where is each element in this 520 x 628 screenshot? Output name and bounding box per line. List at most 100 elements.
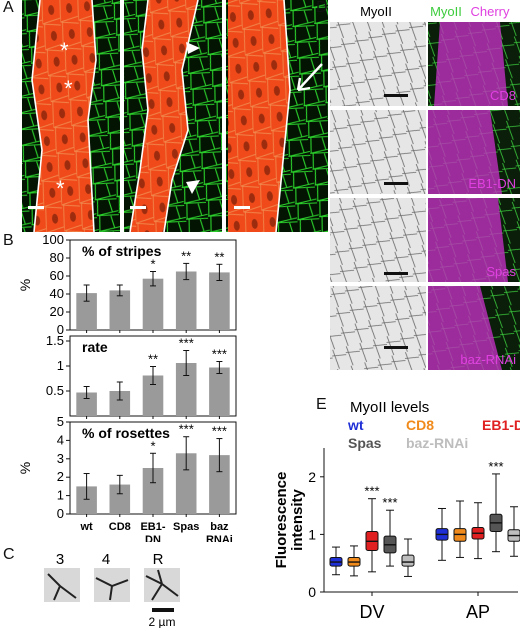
- x-tick-label: RNAi: [206, 534, 233, 542]
- arrowhead-icon: [186, 180, 200, 194]
- significance-mark: ***: [212, 347, 227, 362]
- legend-entry: Spas: [348, 435, 382, 451]
- stage-label-4: 4: [102, 551, 110, 568]
- chart-title: MyoII levels: [350, 400, 429, 416]
- panel-b-label: B: [3, 232, 14, 249]
- bar: [109, 290, 131, 330]
- y-tick-label: 4: [57, 432, 64, 447]
- y-tick-label: 1: [57, 358, 64, 373]
- x-tick-label: baz: [210, 521, 229, 533]
- arrowhead-icon: [186, 42, 200, 54]
- x-tick-label: Spas: [173, 521, 199, 533]
- y-tick-label: 2: [57, 469, 64, 484]
- scale-bar: [384, 182, 408, 185]
- bar: [209, 455, 230, 514]
- y-tick-label: 40: [50, 286, 64, 301]
- y-tick-label: 2: [308, 469, 316, 485]
- panel-a-label: A: [3, 0, 14, 16]
- y-tick-label: 80: [50, 250, 64, 265]
- significance-mark: **: [214, 249, 224, 264]
- y-axis-label: %: [17, 462, 33, 474]
- legend-entry: baz-RNAi: [406, 435, 468, 451]
- scale-label: 2 µm: [149, 615, 176, 628]
- bar: [76, 486, 97, 514]
- row-label-eb1-dn: EB1-DN: [468, 176, 516, 191]
- scale-bar: [384, 272, 408, 275]
- box: [401, 554, 415, 567]
- significance-mark: *: [150, 257, 155, 272]
- bar: [142, 468, 164, 514]
- significance-mark: ***: [212, 424, 227, 439]
- y-axis-label: Fluorescence: [273, 472, 290, 569]
- asterisk-3: *: [56, 176, 65, 201]
- subplot-title: rate: [82, 339, 108, 355]
- significance-mark: ***: [364, 484, 379, 499]
- y-tick-label: 20: [50, 304, 64, 319]
- bar: [175, 453, 197, 514]
- significance-mark: ***: [179, 422, 194, 437]
- bar: [109, 391, 131, 416]
- asterisk-2: *: [64, 76, 73, 101]
- bar: [175, 271, 197, 330]
- x-tick-label: EB1-: [140, 521, 165, 533]
- legend-entry: CD8: [406, 417, 434, 433]
- header-cherry-magenta: Cherry: [470, 4, 510, 19]
- row-label-cd8: CD8: [490, 88, 516, 103]
- x-category-label: AP: [466, 602, 490, 622]
- x-tick-label: CD8: [109, 521, 131, 533]
- panel-c-label: C: [3, 546, 15, 563]
- panel-c-junction-images: 3 4 R 2 µm: [44, 551, 180, 628]
- scale-bar: [384, 94, 408, 97]
- legend-entry: EB1-DN: [482, 417, 520, 433]
- x-category-label: DV: [359, 602, 384, 622]
- y-axis-label: %: [17, 279, 33, 291]
- scale-bar: [234, 206, 250, 209]
- bar: [76, 293, 97, 330]
- panel-d-micrographs: MyoII MyoII Cherry CD8 EB1-DN Spas baz-R…: [330, 4, 520, 370]
- y-tick-label: 1.5: [46, 333, 64, 348]
- asterisk-1: *: [60, 38, 69, 63]
- panel-e-label: E: [316, 396, 327, 413]
- subplot-title: % of stripes: [82, 243, 162, 259]
- significance-mark: ***: [382, 495, 397, 510]
- y-tick-label: 3: [57, 451, 64, 466]
- y-tick-label: 0: [308, 584, 316, 600]
- stage-label-r: R: [153, 551, 164, 568]
- panel-a-micrographs: * * *: [22, 0, 328, 232]
- legend-entry: wt: [347, 417, 364, 433]
- y-tick-label: 5: [57, 414, 64, 429]
- bar: [142, 375, 164, 416]
- scale-bar: [152, 608, 174, 612]
- y-tick-label: 0: [57, 506, 64, 521]
- header-myoii-green: MyoII: [430, 4, 462, 19]
- x-tick-label: DN: [145, 534, 161, 542]
- bar: [76, 392, 97, 416]
- arrow-icon: [296, 63, 323, 92]
- y-axis-label: intensity: [289, 489, 306, 551]
- scale-bar: [28, 206, 44, 209]
- panel-d-label: D: [316, 0, 328, 16]
- significance-mark: **: [148, 352, 158, 367]
- significance-mark: *: [150, 438, 155, 453]
- scale-bar: [130, 206, 146, 209]
- bar: [142, 278, 164, 330]
- row-label-baz-rnai: baz-RNAi: [460, 352, 516, 367]
- stage-label-3: 3: [56, 551, 64, 568]
- x-tick-label: wt: [79, 521, 93, 533]
- header-myoii-gray: MyoII: [360, 4, 392, 19]
- y-tick-label: 1: [308, 526, 316, 542]
- bar: [175, 363, 197, 416]
- y-tick-label: 60: [50, 268, 64, 283]
- y-tick-label: 100: [42, 232, 64, 247]
- significance-mark: **: [181, 248, 191, 263]
- row-label-spas: Spas: [486, 264, 516, 279]
- significance-mark: ***: [488, 459, 503, 474]
- bar: [209, 272, 230, 330]
- y-tick-label: 1: [57, 488, 64, 503]
- scale-bar: [384, 346, 408, 349]
- significance-mark: ***: [179, 336, 194, 351]
- y-tick-label: 0: [57, 322, 64, 337]
- y-tick-label: 0.5: [46, 383, 64, 398]
